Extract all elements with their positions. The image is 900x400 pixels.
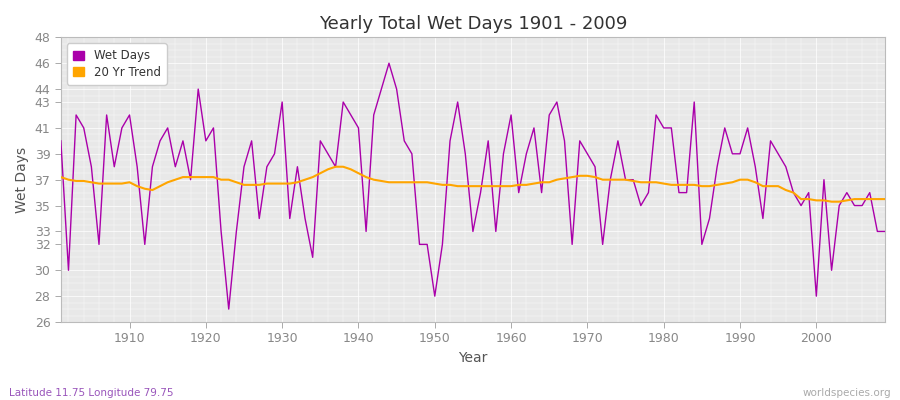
Wet Days xyxy=(521,151,532,156)
Legend: Wet Days, 20 Yr Trend: Wet Days, 20 Yr Trend xyxy=(67,43,166,84)
Text: Latitude 11.75 Longitude 79.75: Latitude 11.75 Longitude 79.75 xyxy=(9,388,174,398)
Wet Days xyxy=(116,126,127,130)
X-axis label: Year: Year xyxy=(458,351,488,365)
Wet Days xyxy=(513,190,524,195)
Line: 20 Yr Trend: 20 Yr Trend xyxy=(61,167,885,202)
20 Yr Trend xyxy=(513,182,524,187)
Text: worldspecies.org: worldspecies.org xyxy=(803,388,891,398)
Wet Days xyxy=(338,100,348,104)
20 Yr Trend xyxy=(330,164,341,169)
Wet Days xyxy=(223,307,234,312)
20 Yr Trend xyxy=(826,199,837,204)
20 Yr Trend xyxy=(116,181,127,186)
Wet Days xyxy=(879,229,890,234)
Title: Yearly Total Wet Days 1901 - 2009: Yearly Total Wet Days 1901 - 2009 xyxy=(319,15,627,33)
Wet Days xyxy=(613,138,624,143)
Y-axis label: Wet Days: Wet Days xyxy=(15,147,29,213)
20 Yr Trend xyxy=(506,184,517,188)
20 Yr Trend xyxy=(605,177,616,182)
20 Yr Trend xyxy=(56,175,67,180)
Line: Wet Days: Wet Days xyxy=(61,63,885,309)
20 Yr Trend xyxy=(338,164,348,169)
Wet Days xyxy=(292,164,302,169)
Wet Days xyxy=(383,61,394,66)
20 Yr Trend xyxy=(879,197,890,202)
Wet Days xyxy=(56,138,67,143)
20 Yr Trend xyxy=(284,181,295,186)
